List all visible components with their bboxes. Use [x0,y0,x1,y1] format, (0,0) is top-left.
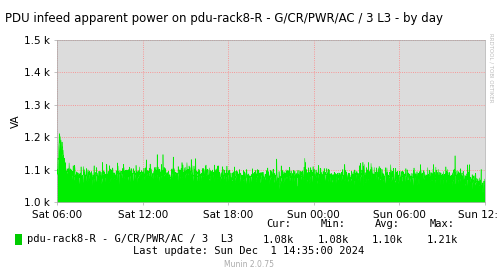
Text: 1.08k: 1.08k [318,235,348,245]
Text: Munin 2.0.75: Munin 2.0.75 [224,260,273,269]
Text: Min:: Min: [321,219,345,229]
Text: 1.08k: 1.08k [263,235,294,245]
Text: Cur:: Cur: [266,219,291,229]
Text: 1.10k: 1.10k [372,235,403,245]
Text: 1.21k: 1.21k [427,235,458,245]
Y-axis label: VA: VA [11,114,21,128]
Text: pdu-rack8-R - G/CR/PWR/AC / 3  L3: pdu-rack8-R - G/CR/PWR/AC / 3 L3 [27,234,234,244]
Text: Last update: Sun Dec  1 14:35:00 2024: Last update: Sun Dec 1 14:35:00 2024 [133,246,364,256]
Text: Max:: Max: [430,219,455,229]
Text: PDU infeed apparent power on pdu-rack8-R - G/CR/PWR/AC / 3 L3 - by day: PDU infeed apparent power on pdu-rack8-R… [5,12,443,25]
Text: Avg:: Avg: [375,219,400,229]
Text: RRDTOOL / TOBI OETIKER: RRDTOOL / TOBI OETIKER [488,33,493,103]
